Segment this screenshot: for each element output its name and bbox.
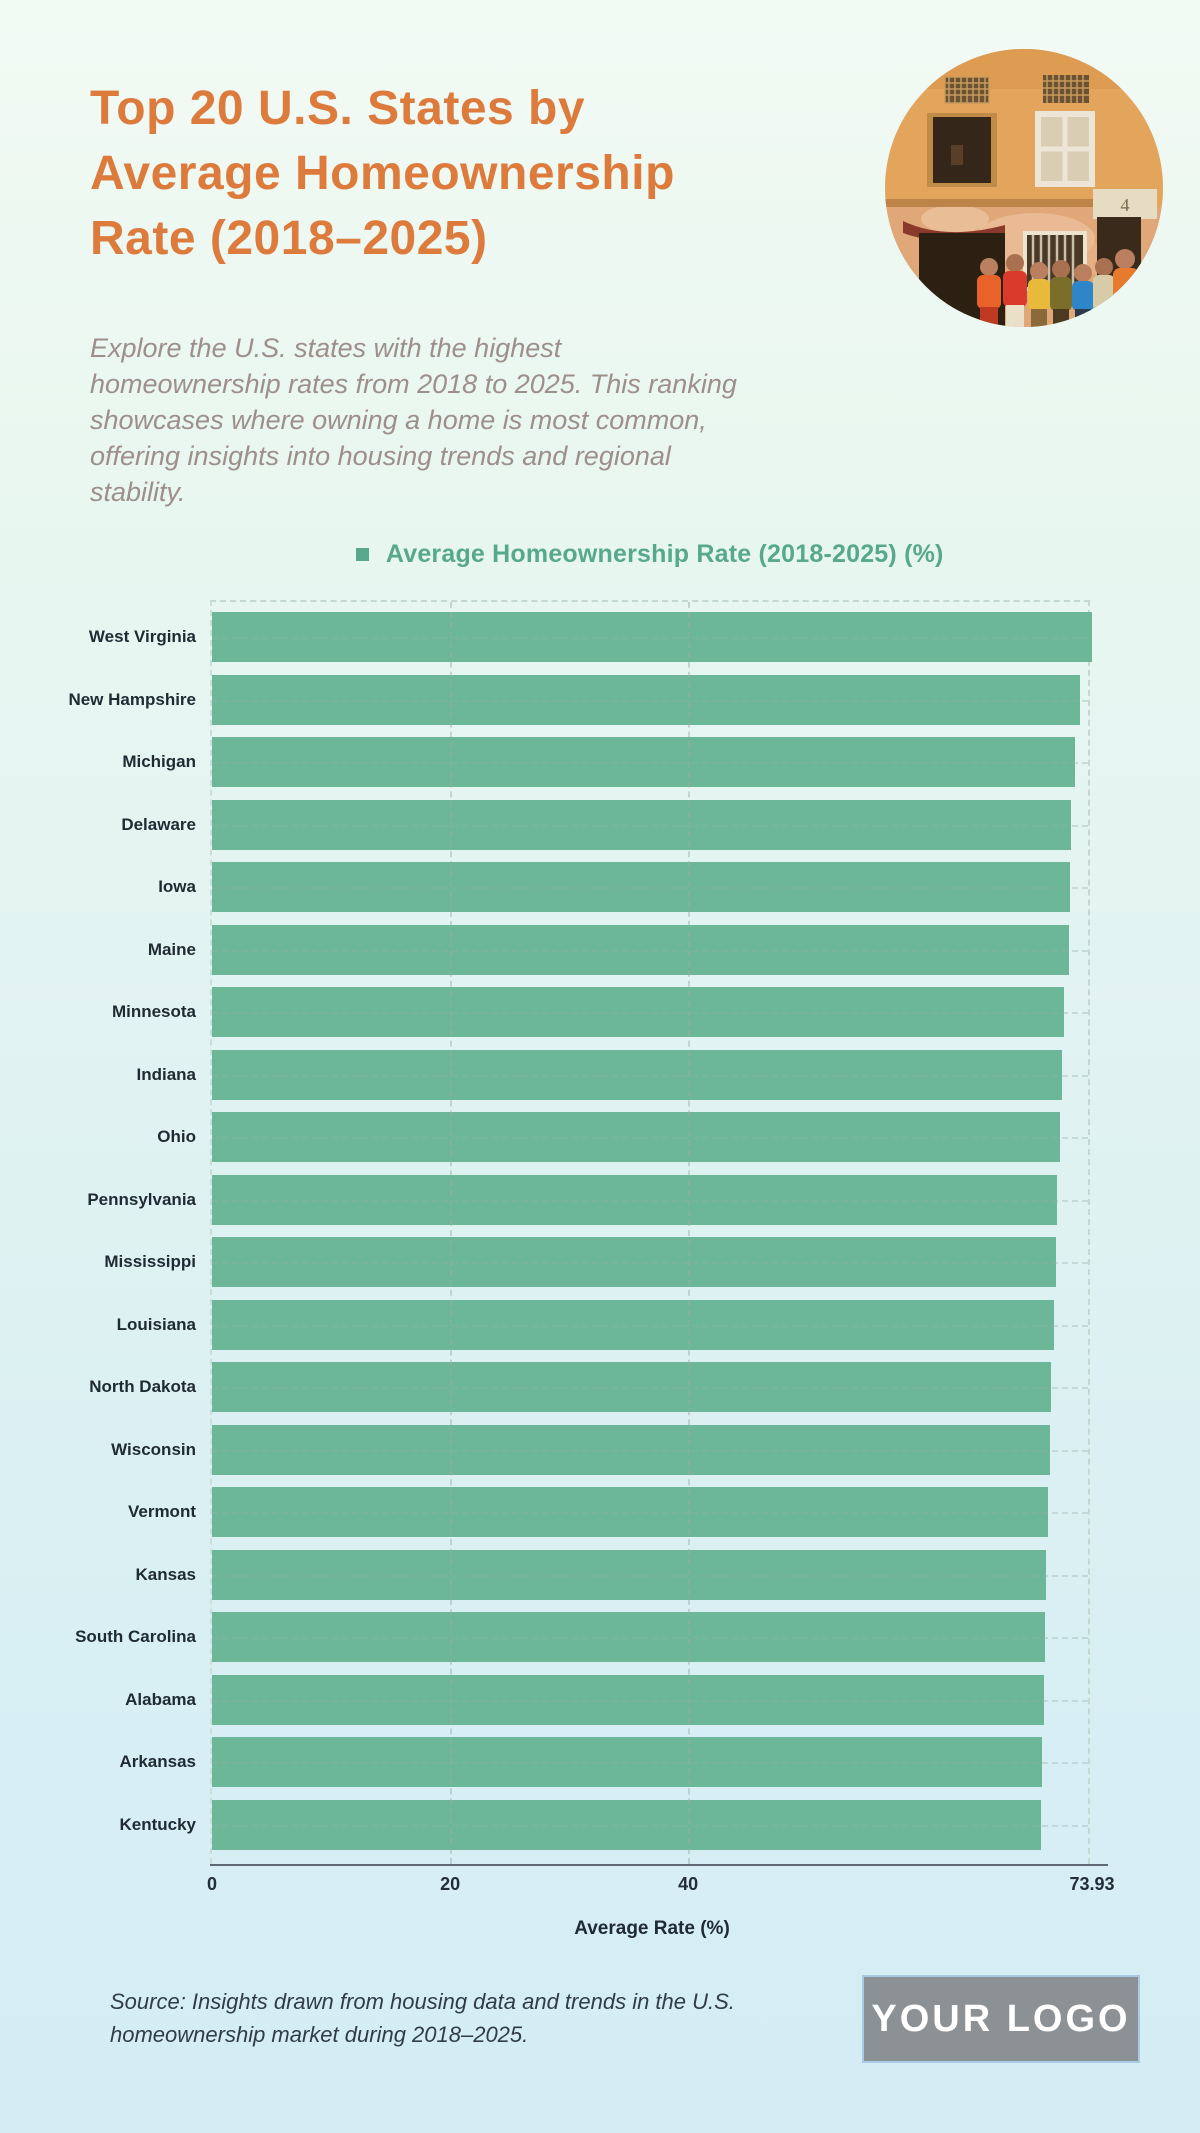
x-tick-40: 40 bbox=[678, 1874, 699, 1894]
row-gridline bbox=[212, 949, 1088, 952]
row-gridline bbox=[212, 637, 1088, 639]
state-label-vermont: Vermont bbox=[127, 1502, 196, 1521]
logo-text: YOUR LOGO bbox=[871, 1997, 1131, 2040]
state-label-minnesota: Minnesota bbox=[111, 1002, 196, 1021]
title-line-1: Top 20 U.S. States by bbox=[90, 82, 586, 135]
source-line-2: homeownership market during 2018–2025. bbox=[110, 2022, 529, 2047]
title-line-3: Rate (2018–2025) bbox=[90, 212, 488, 265]
row-gridline bbox=[212, 1512, 1088, 1514]
children-figures bbox=[977, 249, 1139, 327]
row-gridline bbox=[212, 1699, 1088, 1702]
row-gridline bbox=[212, 699, 1088, 702]
x-axis-title: Average Rate (%) bbox=[574, 1918, 730, 1939]
bar-kentucky bbox=[212, 1799, 1042, 1850]
row-gridline bbox=[212, 1074, 1088, 1077]
state-label-south-carolina: South Carolina bbox=[75, 1627, 196, 1646]
state-label-delaware: Delaware bbox=[121, 814, 196, 834]
bar-michigan bbox=[212, 737, 1075, 787]
x-axis-line bbox=[210, 1864, 1108, 1866]
bar-south-carolina bbox=[212, 1612, 1046, 1662]
bar-alabama bbox=[212, 1674, 1044, 1725]
row-gridline bbox=[212, 887, 1088, 889]
vertical-gridline-20 bbox=[450, 602, 453, 1864]
bar-wisconsin bbox=[212, 1424, 1050, 1475]
bar-delaware bbox=[212, 799, 1072, 850]
row-gridline bbox=[212, 824, 1088, 827]
row-gridline bbox=[212, 1449, 1088, 1452]
state-label-alabama: Alabama bbox=[125, 1689, 196, 1709]
bar-north-dakota bbox=[212, 1362, 1052, 1412]
bar-pennsylvania bbox=[212, 1174, 1058, 1225]
bar-ohio bbox=[212, 1112, 1060, 1162]
state-label-ohio: Ohio bbox=[157, 1127, 196, 1146]
x-tick-0: 0 bbox=[206, 1874, 218, 1894]
row-gridline bbox=[212, 1574, 1088, 1577]
state-label-louisiana: Louisiana bbox=[116, 1314, 196, 1334]
legend-square-icon bbox=[356, 548, 370, 561]
row-gridline bbox=[212, 1137, 1088, 1139]
state-label-new-hampshire: New Hampshire bbox=[68, 689, 196, 709]
state-label-maine: Maine bbox=[147, 939, 196, 959]
description-text: Explore the U.S. states with the highest… bbox=[90, 333, 737, 507]
logo-placeholder: YOUR LOGO bbox=[862, 1975, 1140, 2063]
row-gridline bbox=[212, 1637, 1088, 1639]
bar-kansas bbox=[212, 1549, 1047, 1600]
row-gridline bbox=[212, 1324, 1088, 1327]
row-gridline bbox=[212, 1262, 1088, 1264]
row-gridline bbox=[212, 1199, 1088, 1202]
bar-louisiana bbox=[212, 1299, 1054, 1350]
bar-arkansas bbox=[212, 1737, 1043, 1787]
source-line-1: Source: Insights drawn from housing data… bbox=[110, 1989, 735, 2014]
bar-west-virginia bbox=[212, 612, 1092, 662]
title-line-2: Average Homeownership bbox=[90, 147, 675, 200]
state-label-michigan: Michigan bbox=[122, 752, 196, 771]
community-photo: 4 bbox=[885, 49, 1163, 327]
state-label-indiana: Indiana bbox=[136, 1064, 196, 1084]
bar-vermont bbox=[212, 1487, 1048, 1537]
state-label-north-dakota: North Dakota bbox=[89, 1377, 196, 1396]
state-label-west-virginia: West Virginia bbox=[88, 627, 196, 646]
bar-mississippi bbox=[212, 1237, 1056, 1287]
row-gridline bbox=[212, 1824, 1088, 1827]
page-title: Top 20 U.S. States by Average Homeowners… bbox=[90, 76, 790, 271]
bar-iowa bbox=[212, 862, 1071, 912]
state-label-mississippi: Mississippi bbox=[104, 1252, 196, 1271]
source-note: Source: Insights drawn from housing data… bbox=[110, 1985, 870, 2051]
state-label-arkansas: Arkansas bbox=[119, 1752, 196, 1771]
state-label-kansas: Kansas bbox=[135, 1564, 196, 1584]
bar-minnesota bbox=[212, 987, 1065, 1037]
building-photo-illustration: 4 bbox=[885, 49, 1163, 327]
chart-legend: Average Homeownership Rate (2018-2025) (… bbox=[210, 540, 1090, 569]
state-label-iowa: Iowa bbox=[158, 877, 196, 896]
bar-new-hampshire bbox=[212, 674, 1080, 725]
bar-chart-plot: Average Rate (%) West Virginia New Hampsh… bbox=[68, 600, 1115, 1939]
vertical-gridline-40 bbox=[688, 602, 691, 1864]
row-gridline bbox=[212, 762, 1088, 764]
bar-indiana bbox=[212, 1049, 1062, 1100]
legend-label: Average Homeownership Rate (2018-2025) (… bbox=[385, 540, 944, 568]
state-label-wisconsin: Wisconsin bbox=[111, 1439, 196, 1459]
state-label-kentucky: Kentucky bbox=[119, 1814, 196, 1834]
row-gridline bbox=[212, 1387, 1088, 1389]
row-gridline bbox=[212, 1012, 1088, 1014]
state-label-pennsylvania: Pennsylvania bbox=[87, 1189, 196, 1209]
row-gridline bbox=[212, 1762, 1088, 1764]
x-tick-20: 20 bbox=[440, 1874, 461, 1894]
svg-text:4: 4 bbox=[1121, 195, 1130, 215]
x-tick-73.93: 73.93 bbox=[1069, 1874, 1115, 1894]
bar-maine bbox=[212, 924, 1069, 975]
